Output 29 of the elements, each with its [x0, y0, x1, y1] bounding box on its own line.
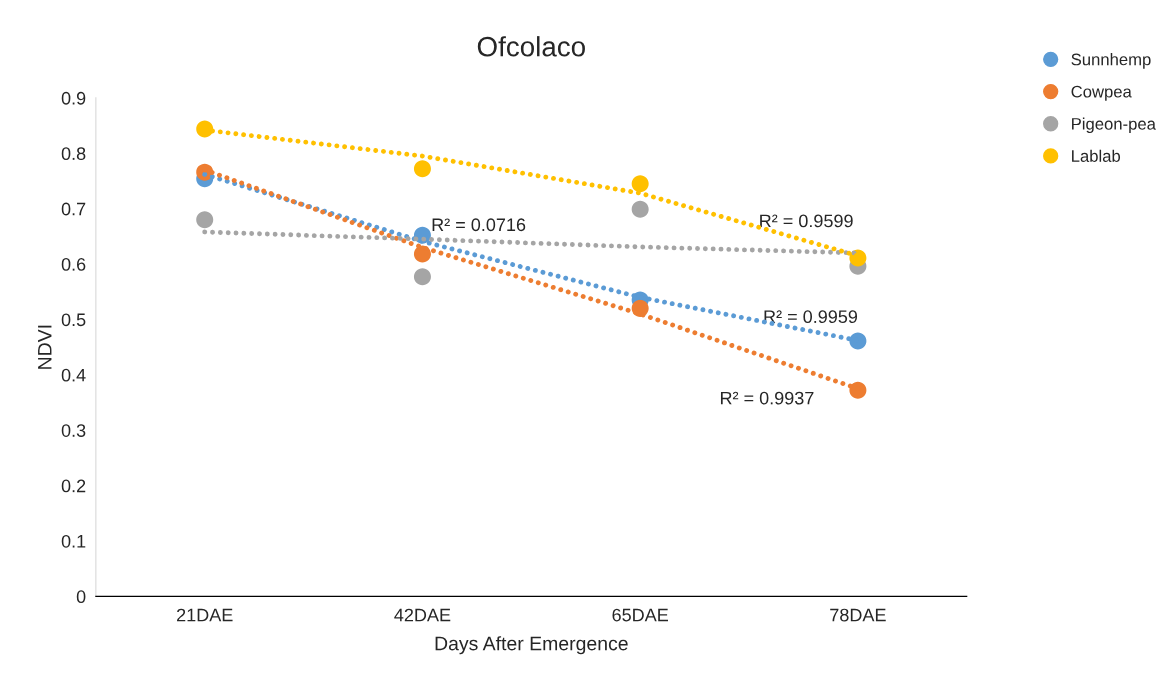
x-tick-label: 42DAE	[394, 608, 451, 622]
legend-label: Lablab	[1072, 149, 1121, 162]
x-tick-label: 65DAE	[612, 608, 668, 622]
y-tick-label: 0.2	[61, 479, 86, 493]
y-tick-label: 0.4	[61, 368, 86, 382]
annotation: R² = 0.9599	[760, 214, 853, 228]
legend-label: Sunnhemp	[1071, 53, 1151, 69]
point	[196, 211, 214, 229]
x-axis-title: Days After Emergence	[435, 636, 628, 655]
y-tick-label: 0	[76, 590, 86, 604]
point	[413, 160, 431, 178]
chart-title: Ofcolaco	[477, 36, 585, 57]
y-tick-label: 0.1	[61, 534, 86, 548]
y-tick-label: 0.8	[61, 147, 86, 161]
y-tick-label: 0.3	[61, 424, 86, 437]
annotation: R² = 0.9937	[720, 391, 814, 405]
x-tick-label: 78DAE	[830, 608, 886, 622]
point	[631, 175, 649, 193]
y-tick-label: 0.7	[61, 202, 86, 216]
legend-label: Cowpea	[1071, 85, 1132, 101]
y-tick-label: 0.9	[61, 91, 86, 105]
point	[631, 200, 649, 218]
x-tick-label: 21DAE	[177, 608, 233, 622]
point	[413, 268, 431, 286]
legend-label: Pigeon-pea	[1072, 117, 1156, 134]
y-axis-title: NDVI	[38, 325, 52, 369]
annotation: R² = 0.0716	[432, 218, 526, 232]
y-tick-label: 0.6	[61, 258, 86, 271]
y-tick-label: 0.5	[61, 313, 86, 327]
